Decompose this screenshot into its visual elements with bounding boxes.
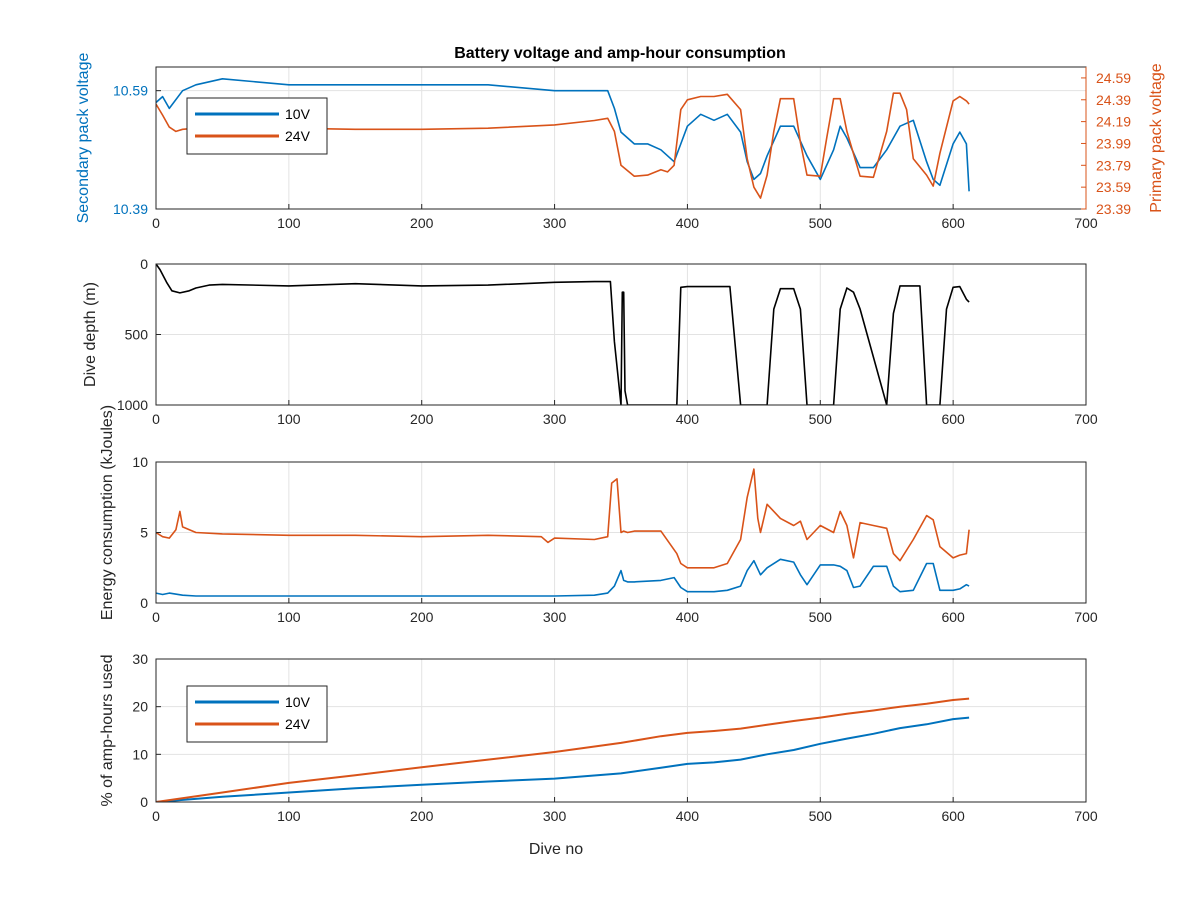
- series-line-10v: [156, 558, 970, 597]
- legend-label: 24V: [285, 128, 311, 144]
- y-right-axis-label: Primary pack voltage: [1148, 63, 1165, 212]
- series-line-10v: [156, 78, 970, 192]
- x-tick-label: 200: [410, 808, 434, 824]
- figure-title: Battery voltage and amp-hour consumption: [454, 45, 786, 62]
- x-tick-label: 100: [277, 215, 301, 231]
- legend-label: 10V: [285, 106, 311, 122]
- subplot-1: 0 100 200 300 400 500 600 700 10.39 10.59 23.39 23.…: [75, 53, 1165, 231]
- series-line-depth: [156, 264, 970, 405]
- y-tick-label: 0: [140, 794, 148, 810]
- y-tick-label: 5: [140, 525, 148, 541]
- x-tick-label: 0: [152, 609, 160, 625]
- x-tick-label: 400: [676, 215, 700, 231]
- x-tick-label: 100: [277, 808, 301, 824]
- y-axis-label: % of amp-hours used: [99, 654, 116, 806]
- x-tick-label: 500: [809, 808, 833, 824]
- series-line-24v: [156, 468, 970, 569]
- y-tick-label: 0: [140, 256, 148, 272]
- subplots: 0 100 200 300 400 500 600 70010.3910.5923.3923.…: [75, 53, 1165, 858]
- y-tick-label: 500: [125, 327, 149, 343]
- y-right-tick-label: 23.79: [1096, 157, 1131, 173]
- series-line-24v: [156, 697, 970, 802]
- x-tick-label: 400: [676, 808, 700, 824]
- x-tick-label: 200: [410, 215, 434, 231]
- x-tick-label: 200: [410, 609, 434, 625]
- x-tick-label: 700: [1074, 808, 1098, 824]
- x-tick-label: 400: [676, 609, 700, 625]
- x-tick-label: 500: [809, 215, 833, 231]
- y-tick-label: 20: [132, 699, 148, 715]
- x-tick-label: 300: [543, 808, 567, 824]
- legend-box: [186, 97, 328, 155]
- x-tick-label: 600: [941, 411, 965, 427]
- legend-label: 24V: [285, 716, 311, 732]
- y-tick-label: 10: [132, 454, 148, 470]
- series-line-24v: [156, 92, 970, 199]
- y-axis-label: Energy consumption (kJoules): [99, 405, 116, 620]
- y-axis-label: Secondary pack voltage: [75, 53, 92, 224]
- x-tick-label: 700: [1074, 411, 1098, 427]
- y-tick-label: 0: [140, 595, 148, 611]
- x-tick-label: 100: [277, 609, 301, 625]
- x-tick-label: 700: [1074, 215, 1098, 231]
- x-tick-label: 0: [152, 215, 160, 231]
- x-tick-label: 600: [941, 215, 965, 231]
- y-tick-label: 10.59: [113, 83, 148, 99]
- y-axis-label: Dive depth (m): [82, 282, 99, 387]
- y-right-tick-label: 23.99: [1096, 135, 1131, 151]
- legend-label: 10V: [285, 694, 311, 710]
- axes-box: [155, 658, 1087, 803]
- subplot-4: 0 100 200 300 400 500 600 700 0 10 20 30 % of amp-ho…: [99, 651, 1098, 858]
- x-tick-label: 200: [410, 411, 434, 427]
- y-tick-label: 1000: [117, 397, 148, 413]
- x-tick-label: 0: [152, 411, 160, 427]
- subplot-3: 0 100 200 300 400 500 600 700 0 5 10 Energy consump…: [99, 405, 1098, 625]
- x-tick-label: 600: [941, 808, 965, 824]
- y-tick-label: 30: [132, 651, 148, 667]
- x-tick-label: 300: [543, 411, 567, 427]
- x-axis-label: Dive no: [529, 841, 583, 858]
- x-tick-label: 700: [1074, 609, 1098, 625]
- x-tick-label: 300: [543, 609, 567, 625]
- subplot-2: 0 100 200 300 400 500 600 700 0 500 1000 Dive depth…: [82, 256, 1098, 427]
- x-tick-label: 300: [543, 215, 567, 231]
- x-tick-label: 100: [277, 411, 301, 427]
- x-tick-label: 600: [941, 609, 965, 625]
- y-right-tick-label: 24.39: [1096, 92, 1131, 108]
- x-tick-label: 0: [152, 808, 160, 824]
- y-right-tick-label: 23.59: [1096, 179, 1131, 195]
- legend-box: [186, 685, 328, 743]
- y-right-tick-label: 23.39: [1096, 201, 1131, 217]
- y-right-tick-label: 24.19: [1096, 114, 1131, 130]
- x-tick-label: 500: [809, 411, 833, 427]
- y-tick-label: 10.39: [113, 201, 148, 217]
- x-tick-label: 400: [676, 411, 700, 427]
- y-tick-label: 10: [132, 746, 148, 762]
- y-right-tick-label: 24.59: [1096, 70, 1131, 86]
- x-tick-label: 500: [809, 609, 833, 625]
- series-line-10v: [156, 716, 970, 802]
